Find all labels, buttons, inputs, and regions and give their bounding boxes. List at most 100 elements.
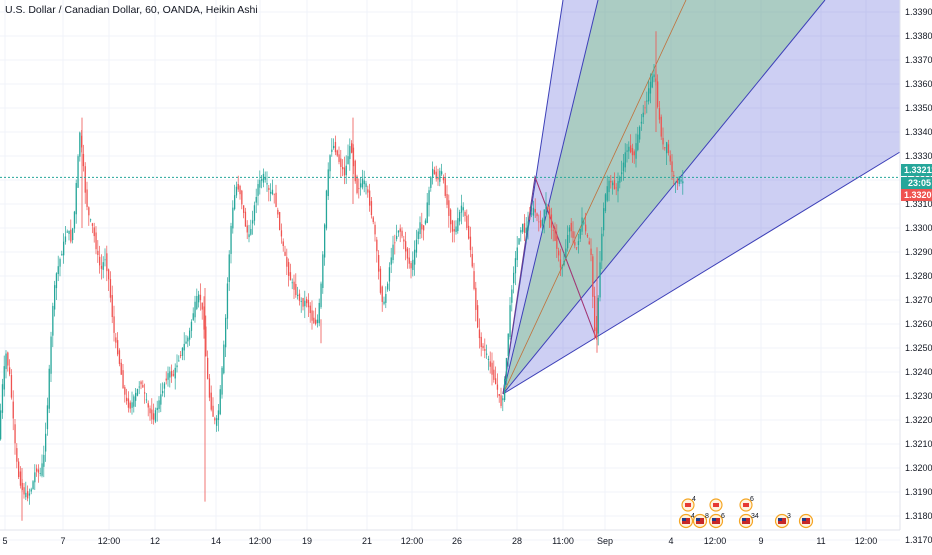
candle-body — [208, 378, 211, 398]
candle-body — [271, 189, 274, 195]
candle-body — [138, 386, 140, 388]
candle-body — [574, 242, 576, 246]
candle-body — [246, 225, 248, 233]
candle-body — [207, 357, 209, 379]
candle-body — [280, 230, 283, 237]
candle-body — [237, 184, 239, 190]
candle-body — [365, 183, 367, 188]
candle-body — [378, 254, 380, 272]
candle-body — [523, 223, 526, 233]
y-tick-label: 1.33800 — [905, 31, 932, 41]
candle-body — [100, 265, 103, 269]
candle-body — [397, 230, 400, 233]
fan-blue-region — [503, 0, 900, 394]
candle-body — [261, 179, 263, 181]
x-tick-label: 12:00 — [855, 536, 878, 546]
event-count: 6 — [750, 496, 754, 503]
flag-us-canton — [802, 518, 806, 521]
candle-body — [552, 229, 554, 231]
candle-body — [18, 461, 20, 477]
candle-body — [187, 337, 189, 342]
time-axis[interactable]: 5 7 12:00 12 14 12:00 19 21 12:00 26 28 11:00 Sep 4 12… — [2, 536, 877, 546]
x-tick-label: 5 — [2, 536, 7, 546]
candle-body — [554, 227, 556, 241]
candle-body — [507, 333, 509, 357]
candle-body — [196, 296, 198, 309]
candle-body — [446, 193, 448, 205]
candle-body — [84, 166, 86, 193]
candle-body — [343, 167, 346, 176]
candle-body — [549, 208, 551, 219]
grid-lines — [0, 0, 900, 541]
candle-body — [439, 170, 441, 182]
candle-body — [577, 241, 580, 246]
candle-body — [212, 405, 214, 417]
candle-body — [75, 183, 77, 215]
candle-body — [520, 230, 522, 233]
candle-body — [266, 183, 268, 185]
candle-body — [619, 176, 621, 183]
candle-body — [180, 355, 182, 356]
candle-body — [244, 211, 247, 227]
candle-body — [178, 360, 180, 362]
candle-body — [210, 392, 212, 410]
candle-body — [243, 205, 245, 213]
candle-body — [489, 361, 491, 367]
candle-body — [9, 367, 11, 375]
candle-body — [599, 262, 601, 298]
candle-body — [333, 145, 335, 148]
candle-body — [201, 302, 203, 310]
candle-body — [327, 169, 329, 197]
y-tick-label: 1.32200 — [905, 415, 932, 425]
candle-body — [556, 235, 558, 249]
candle-body — [525, 227, 527, 233]
candle-body — [657, 81, 659, 107]
candle-body — [383, 301, 385, 304]
candle-body — [588, 241, 590, 245]
price-axis[interactable]: 1.33900 1.33800 1.33700 1.33600 1.33500 1.334… — [905, 7, 932, 545]
candle-body — [190, 321, 193, 331]
candle-body — [671, 161, 673, 173]
candle-body — [183, 343, 185, 351]
x-tick-label: Sep — [597, 536, 613, 546]
candle-body — [270, 191, 272, 194]
candle-body — [117, 340, 119, 355]
candle-body — [239, 185, 241, 195]
x-tick-label: 12:00 — [704, 536, 727, 546]
candle-body — [289, 272, 292, 281]
candle-body — [5, 353, 7, 370]
candle-body — [608, 180, 610, 193]
flag-us-canton — [712, 518, 716, 521]
countdown-tag — [901, 177, 932, 189]
fan-line — [502, 0, 826, 395]
candle-body — [288, 262, 290, 276]
y-tick-label: 1.31800 — [905, 511, 932, 521]
candle-body — [311, 310, 313, 321]
candle-body — [318, 302, 320, 324]
candle-body — [630, 145, 632, 153]
candle-body — [617, 181, 619, 192]
fan-line — [502, 0, 599, 395]
candle-body — [635, 143, 637, 159]
candle-body — [498, 394, 500, 396]
fan-line — [502, 151, 901, 395]
candle-body — [441, 171, 443, 175]
candle-body — [372, 217, 374, 223]
candle-body — [644, 107, 646, 109]
candle-body — [235, 186, 238, 196]
candle-body — [241, 190, 243, 205]
candle-body — [417, 231, 419, 239]
gann-fan-drawing — [502, 0, 901, 395]
candle-body — [387, 283, 389, 290]
bid-price-tag-text: 1.33207 — [904, 190, 932, 200]
candle-body — [102, 262, 104, 270]
candle-body — [646, 100, 648, 102]
candle-body — [484, 349, 486, 351]
candle-body — [486, 353, 488, 355]
candle-body — [41, 463, 43, 476]
candle-body — [268, 187, 270, 190]
candle-body — [356, 176, 358, 193]
candle-body — [478, 329, 481, 339]
candle-body — [329, 155, 331, 172]
